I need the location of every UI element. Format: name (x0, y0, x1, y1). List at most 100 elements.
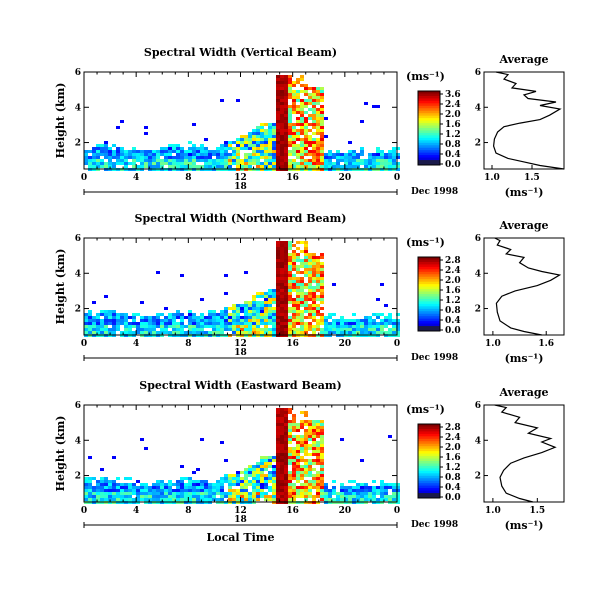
heatmap-cell (308, 102, 312, 105)
heatmap-cell (248, 147, 252, 150)
heatmap-cell (384, 483, 388, 486)
heatmap-cell (276, 489, 280, 492)
heatmap-cell (280, 310, 284, 313)
heatmap-cell (280, 438, 284, 441)
heatmap-cell (388, 162, 392, 165)
heatmap-cell (228, 495, 232, 498)
heatmap-cell (376, 313, 380, 316)
heatmap-cell (248, 465, 252, 468)
heatmap-cell (368, 162, 372, 165)
heatmap-cell (156, 162, 160, 165)
heatmap-cell (284, 468, 288, 471)
heatmap-cell (308, 462, 312, 465)
heatmap-cell (292, 244, 296, 247)
heatmap-cell (116, 319, 120, 322)
heatmap-cell (316, 489, 320, 492)
heatmap-cell (112, 495, 116, 498)
heatmap-cell (172, 165, 176, 168)
heatmap-cell (252, 480, 256, 483)
heatmap-cell (304, 84, 308, 87)
heatmap-cell (308, 153, 312, 156)
heatmap-cell (244, 304, 248, 307)
heatmap-cell (104, 331, 108, 334)
heatmap-cell (352, 165, 356, 168)
heatmap-cell (296, 81, 300, 84)
heatmap-cell (220, 495, 224, 498)
heatmap-cell (144, 322, 148, 325)
heatmap-cell (272, 141, 276, 144)
heatmap-cell (268, 301, 272, 304)
heatmap-cell (160, 162, 164, 165)
heatmap-cell (312, 441, 316, 444)
heatmap-cell (296, 465, 300, 468)
heatmap-cell (316, 90, 320, 93)
heatmap-cell (372, 159, 376, 162)
heatmap-cell (216, 331, 220, 334)
heatmap-cell (180, 322, 184, 325)
colorbar-tick-label: 0.4 (445, 150, 461, 160)
heatmap-cell (216, 147, 220, 150)
heatmap-cell (196, 165, 200, 168)
heatmap-cell (176, 162, 180, 165)
heatmap-cell (368, 492, 372, 495)
heatmap-cell (88, 328, 92, 331)
heatmap-cell (268, 123, 272, 126)
x-tick-label: 16 (286, 506, 299, 516)
heatmap-cell (144, 498, 148, 501)
heatmap-cell (284, 271, 288, 274)
heatmap-cell (236, 156, 240, 159)
heatmap-cell (244, 271, 248, 274)
heatmap-cell (320, 105, 324, 108)
heatmap-cell (140, 492, 144, 495)
heatmap-cell (308, 310, 312, 313)
heatmap-cell (84, 159, 88, 162)
heatmap-cell (204, 153, 208, 156)
heatmap-cell (152, 331, 156, 334)
heatmap-cell (276, 411, 280, 414)
heatmap-cell (288, 474, 292, 477)
heatmap-cell (252, 141, 256, 144)
heatmap-cell (312, 331, 316, 334)
heatmap-cell (152, 325, 156, 328)
heatmap-cell (204, 156, 208, 159)
heatmap-cell (252, 153, 256, 156)
heatmap-cell (292, 495, 296, 498)
heatmap-cell (236, 471, 240, 474)
heatmap-cell (208, 316, 212, 319)
heatmap-cell (148, 316, 152, 319)
colorbar-tick-label: 0.4 (445, 316, 461, 326)
heatmap-cell (240, 135, 244, 138)
heatmap-cell (128, 498, 132, 501)
heatmap-cell (84, 486, 88, 489)
heatmap-cell (368, 331, 372, 334)
heatmap-cell (148, 331, 152, 334)
heatmap-cell (392, 156, 396, 159)
heatmap-cell (312, 144, 316, 147)
heatmap-cell (232, 319, 236, 322)
colorbar-swatch (418, 424, 440, 427)
heatmap-cell (124, 313, 128, 316)
heatmap-cell (152, 492, 156, 495)
heatmap-cell (304, 322, 308, 325)
colorbar-swatch (418, 98, 440, 102)
heatmap-cell (300, 141, 304, 144)
heatmap-cell (132, 489, 136, 492)
heatmap-cell (288, 114, 292, 117)
heatmap-cell (388, 313, 392, 316)
heatmap-cell (316, 111, 320, 114)
heatmap-cell (104, 153, 108, 156)
day-label: 18 (234, 348, 247, 358)
heatmap-cell (312, 90, 316, 93)
heatmap-cell (212, 162, 216, 165)
heatmap-cell (376, 489, 380, 492)
heatmap-cell (360, 486, 364, 489)
heatmap-cell (120, 162, 124, 165)
heatmap-cell (292, 96, 296, 99)
heatmap-cell (288, 408, 292, 411)
heatmap-cell (168, 495, 172, 498)
heatmap-cell (136, 486, 140, 489)
heatmap-cell (208, 331, 212, 334)
heatmap-cell (192, 316, 196, 319)
heatmap-cell (380, 156, 384, 159)
